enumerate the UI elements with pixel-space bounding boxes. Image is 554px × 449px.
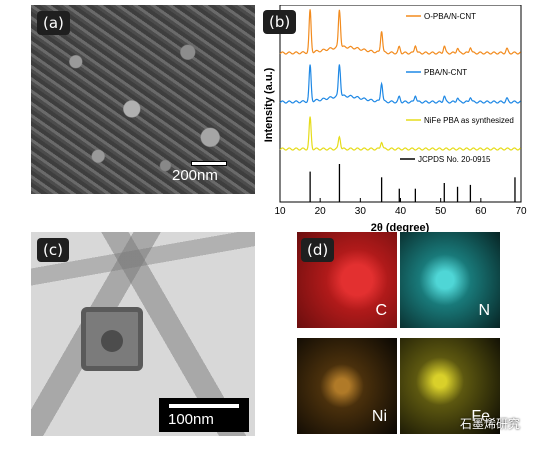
xrd-plot-area [279,9,521,202]
legend-label-1: PBA/N-CNT [424,68,467,77]
scale-bar-box [159,398,249,432]
sem-image: (a) 200nm [31,5,255,194]
panel-a-label: (a) [37,11,70,35]
x-axis-ticks: 10 20 30 40 50 60 70 [274,198,527,217]
series-line-2 [279,116,521,151]
panel-b-label: (b) [263,10,297,34]
y-axis-label: Intensity (a.u.) [263,67,275,142]
series-line-1 [279,64,521,104]
x-tick-label: 50 [435,206,447,217]
nanocube-core [101,330,123,352]
xrd-chart: 10 20 30 40 50 60 70 2θ (degree) Intensity (a.… [263,5,527,234]
panel-c-label: (c) [37,238,69,262]
map-label-c: C [375,302,387,319]
map-label-ni: Ni [371,408,387,425]
map-ni: Ni [297,338,397,434]
map-label-fe: Fe [471,408,490,425]
x-tick-label: 10 [274,206,286,217]
x-axis-label: 2θ (degree) [371,222,430,234]
tem-image: (c) 100nm [31,232,255,436]
legend-label-0: O-PBA/N-CNT [424,12,476,21]
legend-label-jcpds: JCPDS No. 20-0915 [418,155,491,164]
map-fe: Fe [400,338,500,434]
legend: O-PBA/N-CNT PBA/N-CNT NiFe PBA as synthesi… [400,12,514,164]
scale-bar-100nm [169,404,239,408]
series-line-0 [279,9,521,55]
scale-label-100nm: 100nm [168,411,214,428]
x-tick-label: 20 [315,206,327,217]
chart-frame [279,5,522,203]
nanocube [81,307,143,371]
x-tick-label: 40 [395,206,407,217]
scale-label-200nm: 200nm [172,167,218,184]
map-n: N [400,232,500,328]
watermark: 石墨烯研究 [460,417,521,431]
panel-d-label: (d) [301,238,335,262]
x-tick-label: 70 [515,206,527,217]
eds-maps: (d) C N Ni Fe [297,232,501,436]
x-tick-label: 30 [355,206,367,217]
map-label-n: N [478,302,490,319]
legend-label-2: NiFe PBA as synthesized [424,116,514,125]
scale-bar-200nm [191,161,227,166]
map-c: (d) C [297,232,397,328]
x-tick-label: 60 [475,206,487,217]
